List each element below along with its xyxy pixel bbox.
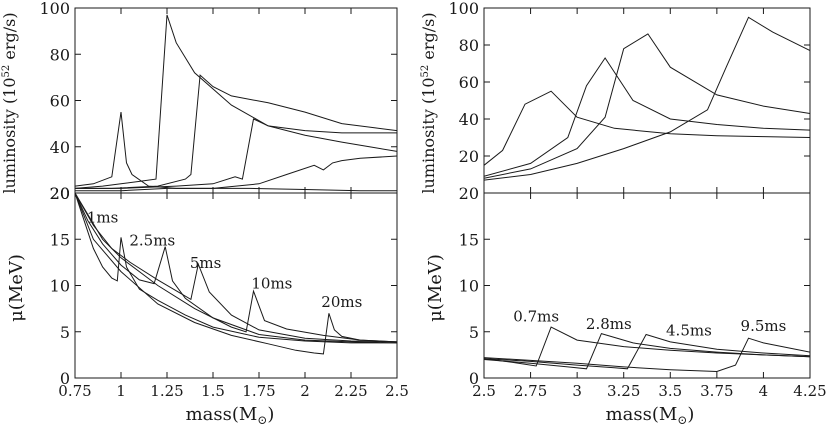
plot-frame [483,192,811,379]
y-tick-label: 60 [50,92,70,111]
series-line-1 [75,112,397,192]
x-tick-label: 1.25 [150,382,183,400]
y-tick-label: 5 [60,323,70,342]
series-line-3 [75,74,397,189]
y-tick-label: 80 [50,45,70,64]
annotation-label: 2.8ms [586,315,632,333]
x-tick-label: 2 [300,382,310,400]
series-line-4 [75,118,397,189]
x-tick-label: 2.25 [334,382,367,400]
y-tick-label: 80 [459,36,479,55]
series-line-3 [484,333,810,370]
y-axis-label-luminosity-left: luminosity (1052 erg/s) [0,12,19,193]
x-tick-label: 2.75 [514,382,547,400]
annotation-label: 10ms [251,274,292,292]
y-tick-label: 20 [459,184,479,203]
x-tick-label: 2.5 [472,382,496,400]
series-line-5 [75,155,397,192]
annotation-label: 5ms [190,254,221,272]
series-line-4 [75,193,397,343]
y-tick-label: 100 [39,0,70,18]
panel-right-bottom: 2.5 2.75 3 3.25 3.5 3.75 4 4.25 0 5 10 15 20 0.7ms 2.8… [459,184,827,400]
x-tick-label: 3 [572,382,582,400]
x-tick-label: 1.75 [242,382,275,400]
y-tick-label: 20 [50,184,70,203]
series-line-2 [484,57,810,177]
panel-right-top: 20 40 60 80 100 [448,0,811,194]
series-line-1 [75,193,397,344]
y-tick-label: 10 [459,277,479,296]
series-line-2 [484,332,810,370]
y-tick-label: 0 [60,369,70,388]
y-tick-label: 15 [459,230,479,249]
y-tick-label: 5 [469,323,479,342]
annotation-label: 0.7ms [513,308,559,326]
x-tick-label: 0.75 [58,382,91,400]
y-tick-label: 40 [459,110,479,129]
series-line-4 [484,16,810,181]
series-line-4 [484,337,810,373]
y-tick-label: 20 [459,147,479,166]
x-tick-label: 3.25 [607,382,640,400]
x-axis-label-right: mass(M⊙) [606,404,695,424]
y-tick-label: 0 [469,369,479,388]
x-tick-label: 3.75 [700,382,733,400]
y-axis-label-luminosity-right: luminosity (1052 erg/s) [419,12,438,193]
annotation-label: 4.5ms [666,321,712,339]
y-tick-label: 20 [50,184,70,203]
y-tick-label: 40 [50,138,70,157]
x-tick-label: 2.5 [385,382,409,400]
annotation-label: 1ms [87,209,118,227]
panel-left-top: 20 40 60 80 100 [39,0,398,203]
panel-left-bottom: 0.75 1 1.25 1.5 1.75 2 2.25 2.5 0 5 10 15 20 1ms 2.5ms… [50,184,409,400]
y-tick-label: 100 [448,0,479,18]
plot-frame [74,192,398,379]
y-tick-label: 10 [50,277,70,296]
x-tick-label: 4.25 [793,382,826,400]
annotation-label: 20ms [321,293,362,311]
plot-frame [74,7,398,194]
series-line-5 [75,193,397,355]
annotation-label: 9.5ms [741,317,787,335]
y-tick-label: 15 [50,230,70,249]
series-line-3 [75,193,397,343]
series-line-1 [484,90,810,166]
series-line-2 [75,193,397,344]
x-axis-label-left: mass(M⊙) [186,404,275,424]
x-tick-label: 4 [759,382,769,400]
annotation-label: 2.5ms [129,232,175,250]
y-axis-label-mu-right: μ(MeV) [425,254,446,322]
x-tick-label: 3.5 [658,382,682,400]
y-axis-label-mu-left: μ(MeV) [6,254,27,322]
x-tick-label: 1.5 [201,382,225,400]
series-line-2 [75,14,397,189]
x-tick-label: 1 [116,382,126,400]
y-tick-label: 60 [459,73,479,92]
series-line-3 [484,33,810,179]
